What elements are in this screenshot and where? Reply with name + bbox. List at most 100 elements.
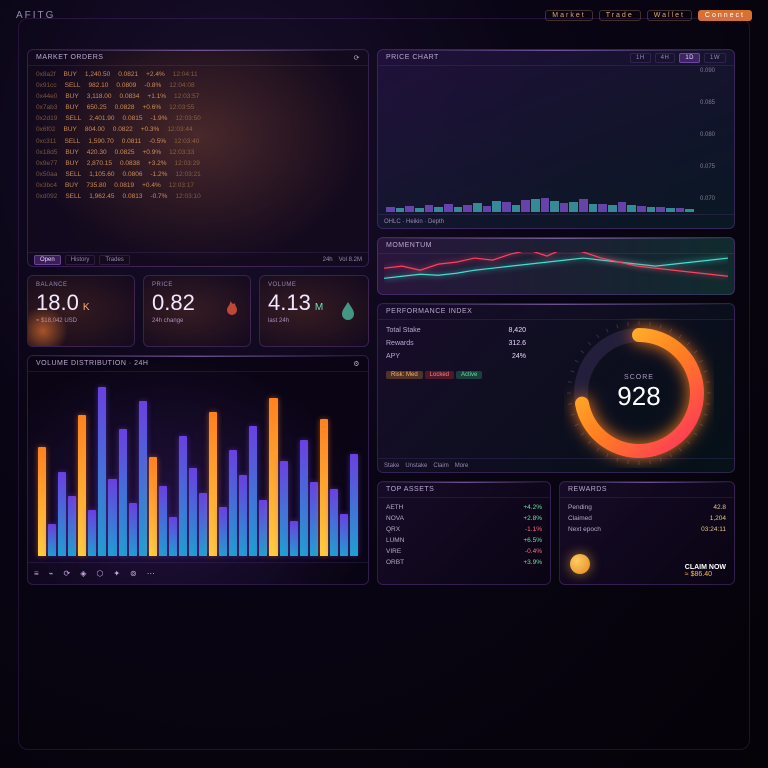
candlestick-area[interactable] [386,70,694,200]
chart-yaxis: 0.0900.0850.0800.0750.070 [700,68,730,202]
table-row[interactable]: 0x3bc4BUY735.800.0819+0.4%12:03:17 [36,181,360,190]
orders-title: MARKET ORDERS [36,54,103,61]
orders-meta-vol: Vol 8.2M [339,257,362,263]
table-row[interactable]: 0x2d19SELL2,401.900.0815-1.9%12:03:50 [36,114,360,123]
volume-dist-panel: VOLUME DISTRIBUTION · 24H ⚙ ≡ ⌁ ⟳ ◈ ⬡ ✦ ⊚ ⋯ [27,355,369,585]
table-row[interactable]: 0x91ccSELL982.100.0809-0.8%12:04:08 [36,81,360,90]
stat-volume-label: VOLUME [268,282,360,288]
toolbar-glyph[interactable]: ⟳ [64,569,71,578]
stat-price-label: PRICE [152,282,242,288]
table-row[interactable]: 0x7ab3BUY650.250.0828+0.6%12:03:55 [36,103,360,112]
toolbar-glyph[interactable]: ✦ [113,569,120,578]
orders-panel: MARKET ORDERS ⟳ 0x8a2fBUY1,240.500.0821+… [27,49,369,267]
volume-bar[interactable] [169,517,177,556]
volume-bar[interactable] [340,514,348,556]
toolbar-glyph[interactable]: ⌁ [49,569,54,578]
performance-panel: PERFORMANCE INDEX Total Stake8,420Reward… [377,303,735,473]
stat-price[interactable]: PRICE 0.82 24h change [143,275,251,347]
volume-bar[interactable] [219,507,227,556]
status-tag: Risk: Med [386,371,423,379]
volume-bar[interactable] [179,436,187,556]
gauge-action[interactable]: Stake [384,463,399,469]
coin-icon [570,554,590,574]
timeframe-tab[interactable]: 4H [655,53,676,63]
gauge-action[interactable]: Claim [433,463,448,469]
volume-bar[interactable] [300,440,308,556]
volume-bars [386,192,694,212]
volume-bar[interactable] [310,482,318,556]
performance-stats: Total Stake8,420Rewards312.6APY24%Risk: … [386,324,526,379]
volume-bar[interactable] [320,419,328,556]
volume-bar[interactable] [350,454,358,556]
list-item[interactable]: ORBT+3.9% [386,557,542,568]
toolbar-glyph[interactable]: ◈ [80,569,86,578]
volume-bar[interactable] [269,398,277,556]
volume-bar[interactable] [129,503,137,556]
table-row[interactable]: 0x6f02BUY804.000.0822+0.3%12:03:44 [36,125,360,134]
table-row[interactable]: 0xd092SELL1,962.450.0813-0.7%12:03:10 [36,192,360,201]
toolbar-glyph[interactable]: ⊚ [130,569,137,578]
volume-bar[interactable] [48,524,56,556]
stat-balance-value: 18.0 [36,290,79,316]
refresh-icon[interactable]: ⟳ [354,54,360,62]
stat-volume[interactable]: VOLUME 4.13M last 24h [259,275,369,347]
list-item[interactable]: NOVA+2.8% [386,513,542,524]
toolbar-glyph[interactable]: ≡ [34,569,39,578]
performance-title: PERFORMANCE INDEX [386,308,472,315]
toolbar-glyph[interactable]: ⬡ [96,569,103,578]
volume-bars-area [38,380,358,556]
volume-bar[interactable] [249,426,257,556]
volume-bar[interactable] [88,510,96,556]
volume-bar[interactable] [280,461,288,556]
list-item[interactable]: AETH+4.2% [386,502,542,513]
stat-balance-sub: ≈ $18,042 USD [36,318,126,324]
stat-balance[interactable]: BALANCE 18.0K ≈ $18,042 USD [27,275,135,347]
volume-dist-title: VOLUME DISTRIBUTION · 24H [36,360,148,367]
table-row[interactable]: 0x8a2fBUY1,240.500.0821+2.4%12:04:11 [36,70,360,79]
volume-bar[interactable] [68,496,76,556]
list-item[interactable]: VIRE-0.4% [386,546,542,557]
stat-price-value: 0.82 [152,290,195,316]
volume-bar[interactable] [98,387,106,556]
volume-bar[interactable] [159,486,167,556]
momentum-panel: MOMENTUM [377,237,735,295]
timeframe-tab[interactable]: 1D [679,53,700,63]
table-row[interactable]: 0x50aaSELL1,105.600.0806-1.2%12:03:21 [36,170,360,179]
volume-bar[interactable] [239,475,247,556]
table-row[interactable]: 0x18d5BUY420.300.0825+0.9%12:03:33 [36,148,360,157]
volume-bar[interactable] [119,429,127,556]
timeframe-tab[interactable]: 1H [630,53,651,63]
table-row[interactable]: 0x44e0BUY3,118.000.0834+1.1%12:03:57 [36,92,360,101]
volume-bar[interactable] [229,450,237,556]
volume-bar[interactable] [108,479,116,556]
volume-bar[interactable] [149,457,157,556]
volume-bar[interactable] [330,489,338,556]
gauge-value: 928 [617,381,660,412]
list-item[interactable]: QRX-1.1% [386,524,542,535]
gauge: SCORE 928 [564,318,714,468]
volume-bar[interactable] [58,472,66,556]
volume-bar[interactable] [139,401,147,556]
list-item[interactable]: LUMN+6.5% [386,535,542,546]
top-assets-title: TOP ASSETS [386,486,434,493]
orders-tab[interactable]: Open [34,255,61,265]
volume-bar[interactable] [199,493,207,556]
gauge-action[interactable]: More [455,463,469,469]
table-row[interactable]: 0x9e77BUY2,870.150.0838+3.2%12:03:29 [36,159,360,168]
table-row[interactable]: 0xc311SELL1,590.700.0811-0.5%12:03:40 [36,137,360,146]
gauge-action[interactable]: Unstake [405,463,427,469]
orders-tab[interactable]: Trades [99,255,129,265]
list-item: Pending42.8 [568,502,726,513]
volume-bar[interactable] [189,468,197,556]
chart-footer: OHLC · Heikin · Depth [384,219,444,225]
claim-button[interactable]: CLAIM NOW ≈ $86.40 [685,564,726,578]
volume-bar[interactable] [290,521,298,556]
volume-bar[interactable] [38,447,46,556]
timeframe-tab[interactable]: 1W [704,53,726,63]
toolbar-glyph[interactable]: ⋯ [147,569,155,578]
volume-bar[interactable] [259,500,267,556]
volume-bar[interactable] [209,412,217,556]
settings-icon[interactable]: ⚙ [353,360,360,368]
orders-tab[interactable]: History [65,255,96,265]
volume-bar[interactable] [78,415,86,556]
